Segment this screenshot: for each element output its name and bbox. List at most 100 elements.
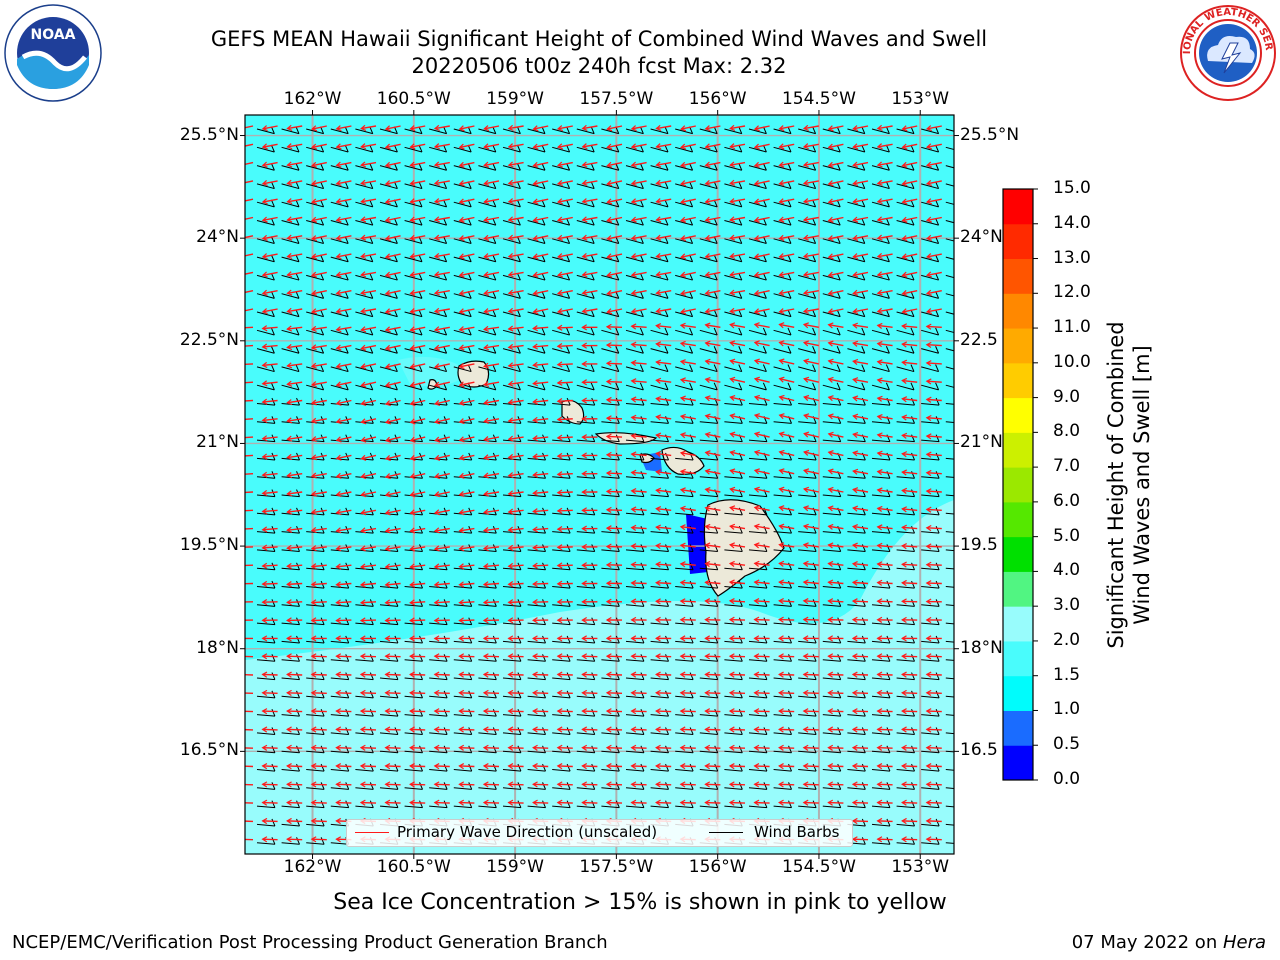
wind-barb-236 xyxy=(355,274,373,281)
wind-barb-flag-50 xyxy=(787,144,792,153)
wind-barb-867 xyxy=(896,659,915,662)
wave-arrow-head-576 xyxy=(852,468,859,475)
wind-barb-1040 xyxy=(871,769,890,772)
wind-barb-flag-1133 xyxy=(320,837,325,845)
wave-arrow-head-55 xyxy=(876,143,883,150)
wind-barb-365 xyxy=(675,348,693,354)
wave-direction-arrow-643 xyxy=(361,527,377,532)
wave-arrow-head-374 xyxy=(876,341,883,348)
wave-direction-arrow-1 xyxy=(262,125,278,130)
wind-barb-flag-967 xyxy=(517,727,522,735)
wind-barb-1023 xyxy=(453,769,472,772)
wave-direction-arrow-276 xyxy=(607,290,623,295)
wind-barb-636 xyxy=(921,512,940,516)
wind-barb-179 xyxy=(379,238,398,244)
wave-arrow-head-1051 xyxy=(409,781,415,788)
wind-barb-379 xyxy=(306,366,324,373)
wave-arrow-head-78 xyxy=(729,161,736,168)
wave-arrow-head-1020 xyxy=(359,763,366,770)
wind-barb-flag-839 xyxy=(935,635,940,644)
wave-direction-arrow-123 xyxy=(410,198,426,203)
wind-barb-868 xyxy=(921,659,940,662)
wind-barb-404 xyxy=(921,366,939,373)
wave-direction-arrow-896 xyxy=(877,673,893,676)
wave-direction-arrow-685 xyxy=(680,544,696,548)
wind-barb-75 xyxy=(675,165,693,171)
wave-direction-arrow-226 xyxy=(803,253,819,258)
wave-arrow-head-789 xyxy=(384,617,391,624)
wind-barb-839 xyxy=(921,640,940,644)
wind-barb-flag-667 xyxy=(271,544,276,552)
wind-barb-flag-1083 xyxy=(517,800,522,808)
wave-arrow-head-1045 xyxy=(261,781,268,788)
wave-arrow-head-793 xyxy=(482,617,489,624)
wind-barb-flag-305 xyxy=(639,309,644,317)
wind-barb-flag-105 xyxy=(713,181,718,189)
wave-arrow-head-137 xyxy=(753,198,760,205)
wave-direction-arrow-687 xyxy=(730,544,746,548)
wave-arrow-head-54 xyxy=(852,143,859,150)
wave-arrow-head-204 xyxy=(261,253,268,260)
wind-barb-308 xyxy=(699,311,718,318)
wave-direction-arrow-338 xyxy=(705,324,721,328)
wave-direction-arrow-482 xyxy=(680,415,696,420)
wave-arrow-head-743 xyxy=(679,579,686,586)
wind-barb-480 xyxy=(650,421,669,424)
nws-logo-icon: NATIONAL WEATHER SERVICE xyxy=(1178,3,1276,101)
colorbar-tick-label: 13.0 xyxy=(1053,247,1091,268)
wind-barb-662 xyxy=(847,531,866,534)
wind-barb-flag-77 xyxy=(738,163,743,171)
wind-barb-flag-311 xyxy=(787,309,792,317)
wave-arrow-head-546 xyxy=(827,450,834,457)
wave-arrow-head-712 xyxy=(630,561,637,568)
wind-barb-flag-90 xyxy=(344,181,349,189)
wave-arrow-head-731 xyxy=(384,581,391,588)
wind-barb-flag-958 xyxy=(296,727,300,735)
wave-direction-arrow-677 xyxy=(484,546,500,550)
wave-arrow-head-201 xyxy=(901,235,908,242)
wave-direction-arrow-296 xyxy=(385,308,401,313)
wind-barb-flag-743 xyxy=(714,580,719,589)
wind-barb-333 xyxy=(601,329,619,336)
wind-barb-684 xyxy=(675,549,694,552)
wind-barb-1014 xyxy=(945,750,954,753)
wind-barb-1132 xyxy=(281,842,300,845)
wave-arrow-head-437 xyxy=(286,399,293,406)
wind-barb-881 xyxy=(527,677,546,681)
wind-barb-425 xyxy=(724,384,742,391)
wave-arrow-head-72 xyxy=(581,161,588,168)
wave-direction-arrow-469 xyxy=(361,418,377,423)
wind-barb-866 xyxy=(871,659,890,662)
wind-barb-flag-399 xyxy=(812,364,817,372)
wave-arrow-head-901 xyxy=(286,689,292,697)
wave-arrow-head-992 xyxy=(384,744,391,751)
wave-arrow-head-819 xyxy=(409,635,415,642)
wave-arrow-head-303 xyxy=(556,308,563,315)
wind-barb-flag-990 xyxy=(369,745,374,753)
wave-direction-arrow-480 xyxy=(631,416,647,420)
wind-barb-flag-714 xyxy=(714,562,719,570)
wave-direction-arrow-222 xyxy=(705,253,721,258)
wind-barb-567 xyxy=(650,476,669,479)
wind-barb-flag-1018 xyxy=(345,763,350,772)
wind-barb-387 xyxy=(502,366,521,373)
wave-arrow-head-505 xyxy=(532,435,539,442)
wave-arrow-head-968 xyxy=(507,726,514,733)
wave-arrow-head-973 xyxy=(630,726,637,733)
wave-direction-arrow-389 xyxy=(533,363,549,367)
wind-barb-flag-848 xyxy=(443,654,448,662)
wind-barb-459 xyxy=(847,403,866,406)
wind-barb-1061 xyxy=(675,787,694,790)
wave-direction-arrow-454 xyxy=(705,396,721,402)
wave-direction-arrow-626 xyxy=(656,507,672,511)
wave-direction-arrow-1036 xyxy=(754,765,770,768)
wind-barb-flag-957 xyxy=(271,727,276,735)
wind-barb-105 xyxy=(699,183,718,190)
wind-barb-flag-921 xyxy=(812,690,817,699)
wave-direction-arrow-905 xyxy=(385,692,401,694)
wave-direction-arrow-139 xyxy=(803,198,819,203)
wind-barb-flag-297 xyxy=(443,309,448,317)
wave-arrow-head-763 xyxy=(458,599,465,606)
wind-barb-flag-637 xyxy=(961,508,964,515)
wave-arrow-head-620 xyxy=(507,508,514,515)
